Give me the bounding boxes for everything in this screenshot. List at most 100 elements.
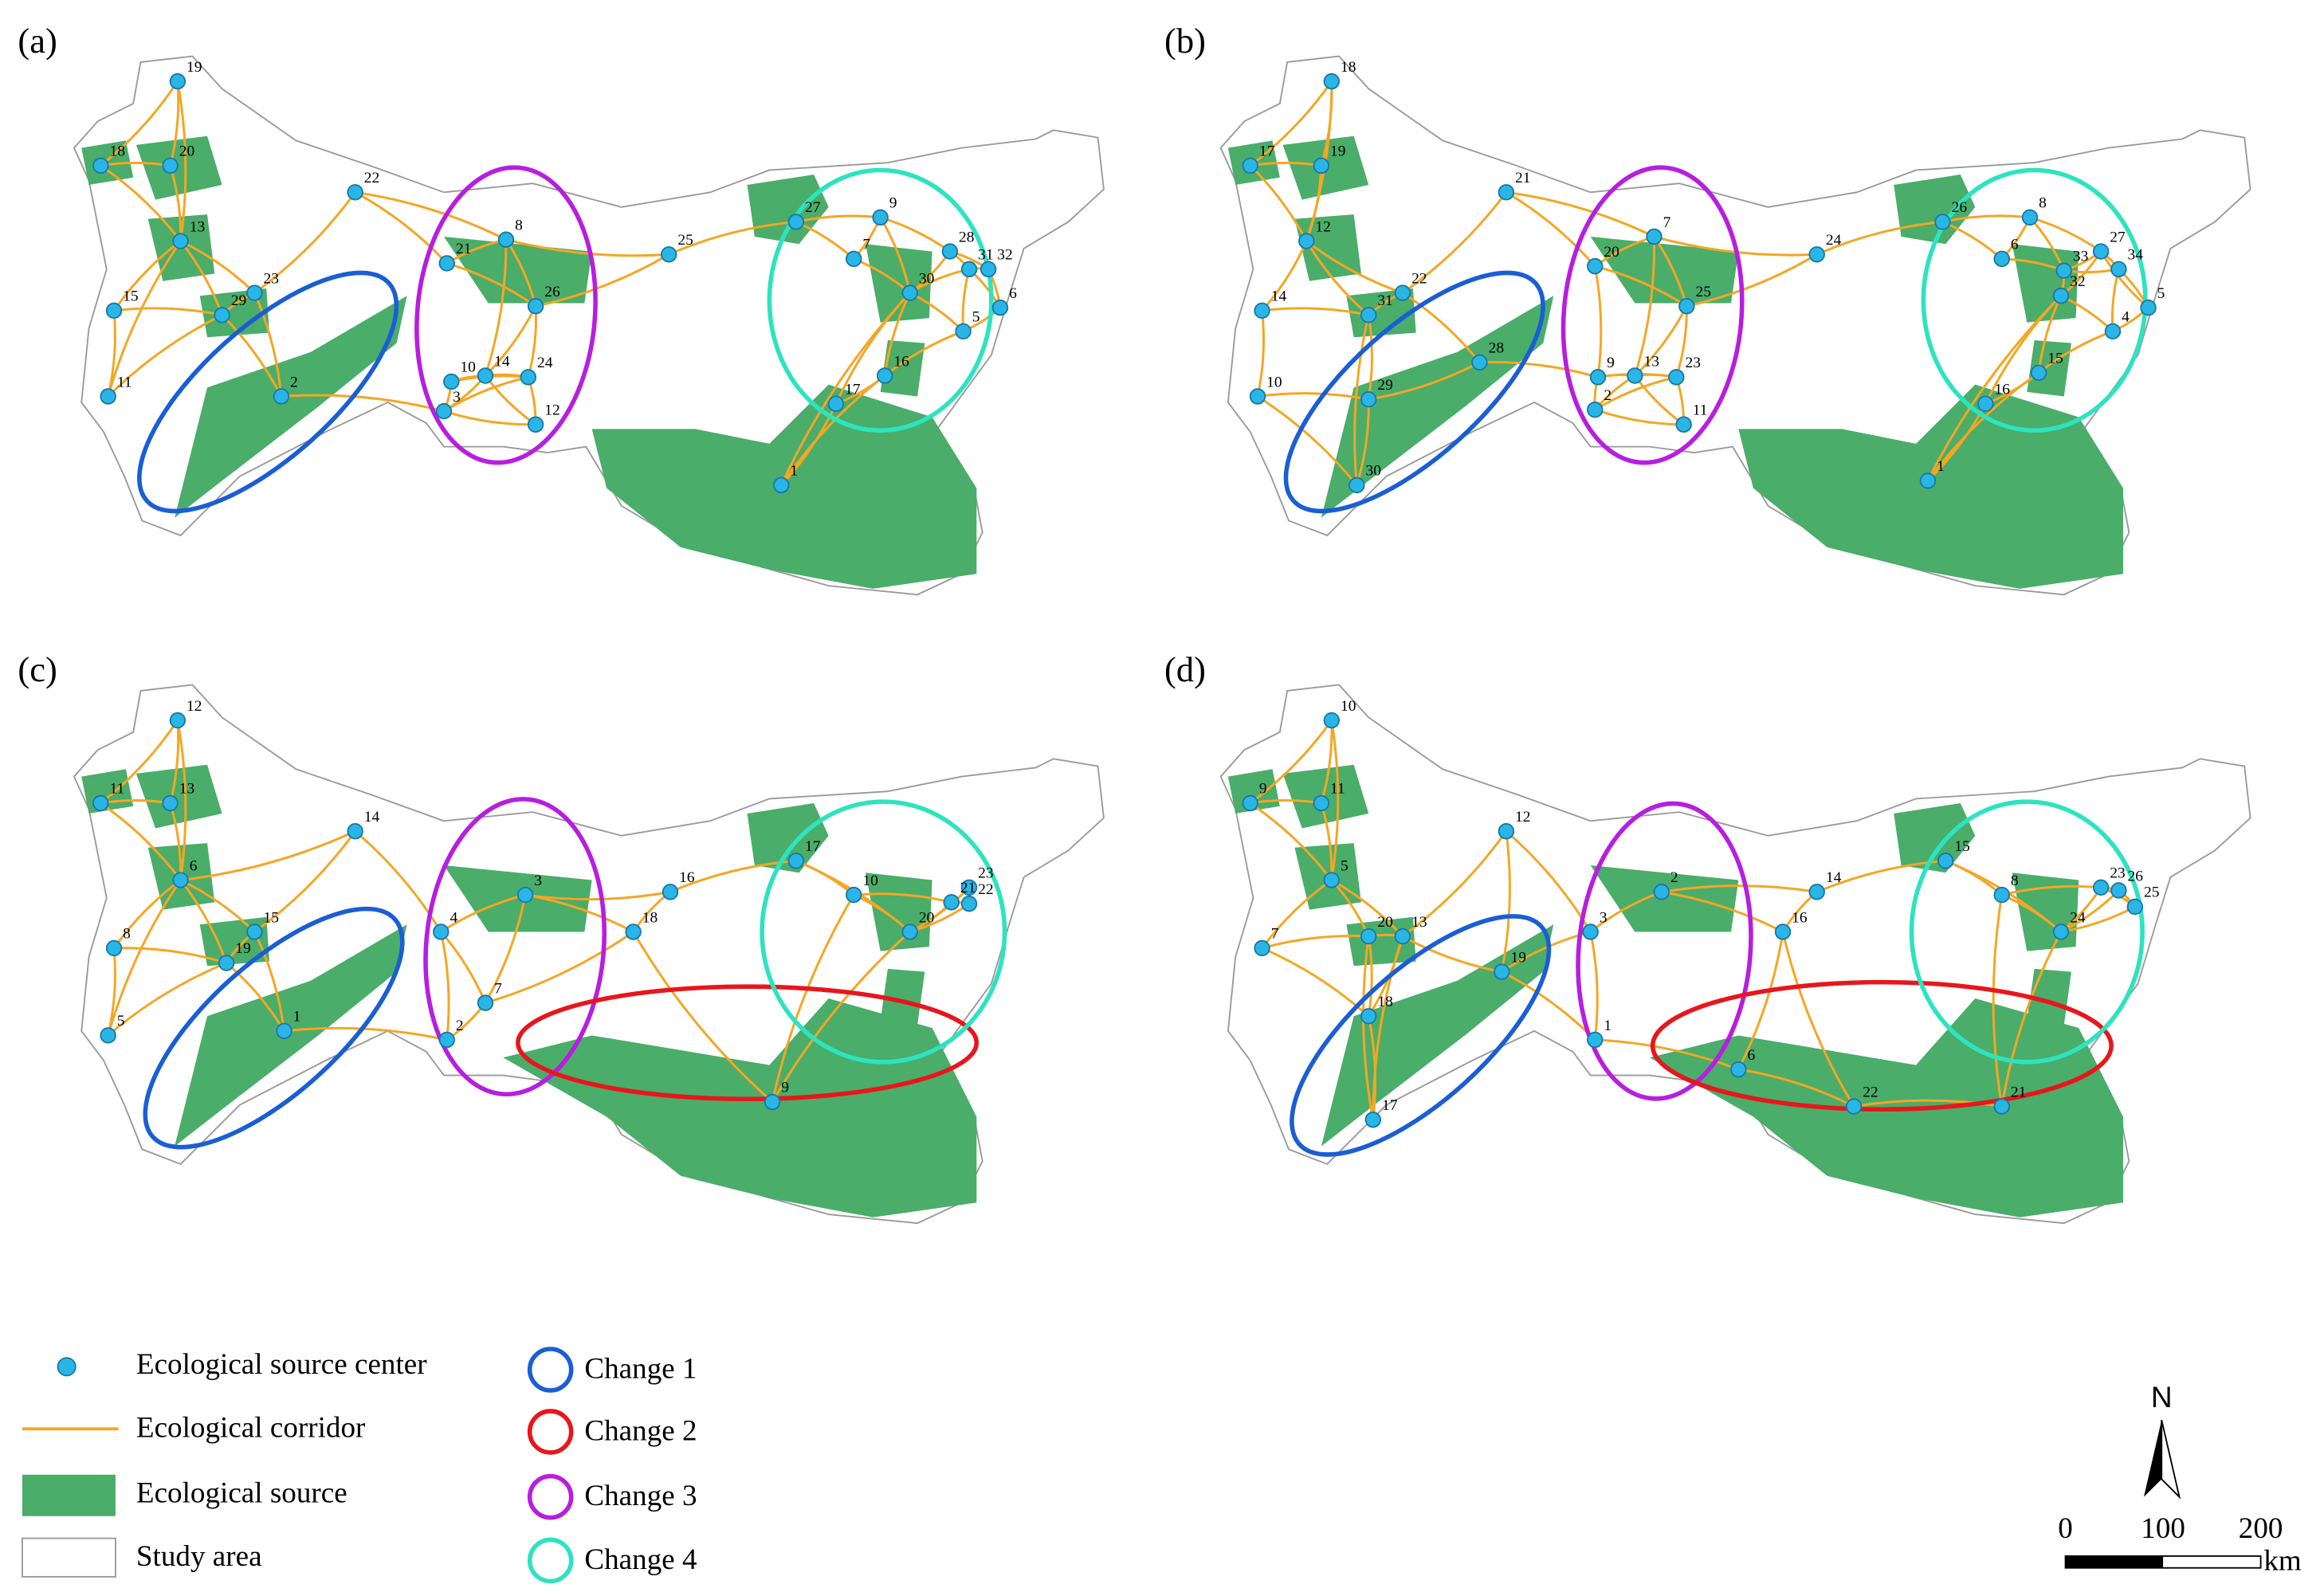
source-center — [1323, 73, 1341, 90]
node-label: 14 — [1271, 288, 1287, 305]
node-label: 13 — [1644, 353, 1659, 370]
ecological-corridor — [883, 292, 912, 376]
node-label: 19 — [1510, 949, 1525, 966]
source-center — [979, 261, 997, 278]
ecological-corridor — [1594, 408, 1684, 426]
node-label: 26 — [1952, 199, 1968, 216]
ecological-corridor — [2037, 295, 2063, 373]
node-label: 16 — [1994, 382, 2010, 398]
ecological-source — [444, 237, 592, 304]
source-center — [872, 209, 889, 226]
ecological-corridor — [1249, 80, 1333, 167]
node-label: 3 — [453, 389, 461, 406]
source-center — [1313, 794, 1330, 812]
legend-source-symbol — [22, 1474, 116, 1516]
ecological-source — [135, 764, 222, 829]
node-label: 5 — [972, 309, 980, 326]
panel-label: (d) — [1164, 649, 1206, 689]
ecological-corridor — [1249, 720, 1333, 805]
ecological-corridor — [1594, 375, 1677, 411]
source-center — [433, 923, 449, 940]
source-center — [1254, 939, 1270, 957]
ecological-corridor — [1256, 310, 1266, 397]
source-center — [172, 872, 189, 888]
source-center — [1977, 395, 1994, 412]
change-ellipse — [516, 984, 979, 1102]
source-center — [1498, 184, 1515, 201]
ecological-corridor — [107, 962, 227, 1037]
source-center — [901, 923, 918, 940]
ecological-corridor — [1500, 831, 1511, 972]
node-label: 24 — [537, 355, 553, 371]
ecological-corridor — [112, 879, 182, 949]
legend-change-symbol — [527, 1473, 574, 1520]
node-label: 11 — [1330, 781, 1345, 798]
ecological-corridor — [795, 214, 881, 223]
ecological-corridor — [1634, 305, 1688, 377]
source-center — [1646, 228, 1662, 245]
node-label: 20 — [1604, 244, 1619, 261]
node-label: 4 — [2122, 309, 2130, 326]
source-center — [347, 184, 363, 201]
node-label: 2 — [1670, 869, 1678, 886]
legend-change-symbol — [527, 1409, 574, 1455]
source-center — [787, 214, 805, 230]
node-label: 9 — [1259, 781, 1267, 798]
ecological-corridor — [1262, 935, 1369, 950]
source-center — [1471, 354, 1488, 371]
node-label: 20 — [1377, 914, 1392, 931]
node-label: 7 — [862, 237, 870, 253]
source-center — [2104, 323, 2122, 340]
source-center — [435, 402, 453, 420]
ecological-corridor — [221, 314, 283, 398]
node-label: 22 — [364, 170, 379, 186]
panel-label: (a) — [18, 21, 57, 61]
node-label: 4 — [449, 909, 457, 926]
ecological-corridor — [1330, 720, 1340, 880]
ecological-corridor — [1305, 240, 1370, 316]
ecological-corridor — [1589, 931, 1599, 1041]
node-label: 10 — [1341, 698, 1356, 715]
ecological-corridor — [505, 238, 669, 257]
source-center — [1668, 369, 1685, 386]
legend-change-symbol — [527, 1537, 574, 1584]
source-center — [955, 323, 972, 340]
source-center — [477, 994, 494, 1011]
ecological-corridor — [253, 931, 286, 1032]
ecological-corridor — [179, 879, 228, 963]
node-label: 17 — [1382, 1097, 1398, 1114]
source-center — [960, 879, 978, 896]
source-center — [1249, 388, 1266, 405]
node-label: 31 — [1377, 292, 1392, 309]
ecological-corridor — [1372, 935, 1404, 1120]
north-arrow: N — [2143, 1380, 2181, 1500]
node-label: 25 — [677, 232, 693, 249]
ecological-corridor — [1353, 315, 1370, 486]
change-ellipse — [1576, 801, 1753, 1101]
source-center — [246, 923, 263, 940]
source-center — [1364, 1112, 1382, 1128]
source-center — [2110, 261, 2127, 278]
node-label: 9 — [1607, 355, 1615, 371]
legend-label: Ecological corridor — [136, 1412, 366, 1445]
ecological-source — [1590, 237, 1739, 304]
ecological-corridor — [884, 330, 964, 377]
ecological-corridor — [1942, 214, 2031, 223]
ecological-corridor — [1261, 879, 1333, 949]
node-label: 9 — [889, 195, 897, 212]
ecological-corridor — [1926, 295, 2063, 481]
ecological-corridor — [1595, 1038, 1739, 1071]
ecological-corridor — [179, 240, 223, 316]
ecological-corridor — [440, 893, 526, 933]
node-label: 11 — [117, 374, 132, 390]
source-center — [2110, 882, 2127, 899]
node-label: 19 — [186, 59, 202, 76]
source-center — [162, 157, 179, 175]
source-center — [661, 884, 679, 900]
ecological-source — [747, 802, 829, 873]
ecological-corridor — [100, 720, 179, 805]
node-label: 20 — [179, 143, 194, 160]
